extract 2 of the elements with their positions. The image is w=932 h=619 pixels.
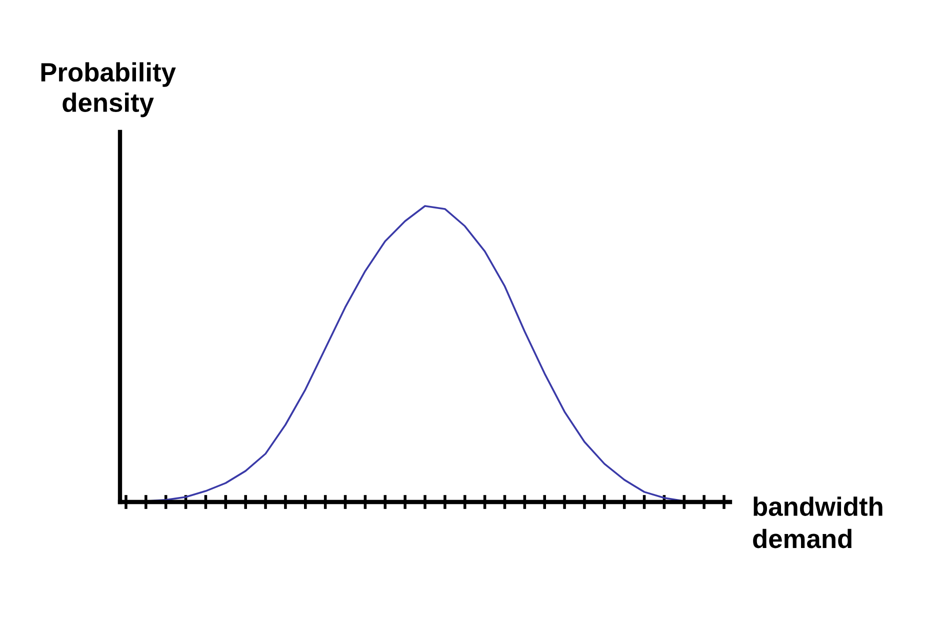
x-axis-title: bandwidth demand [753,496,882,548]
y-axis-title: Probability density [41,62,176,118]
